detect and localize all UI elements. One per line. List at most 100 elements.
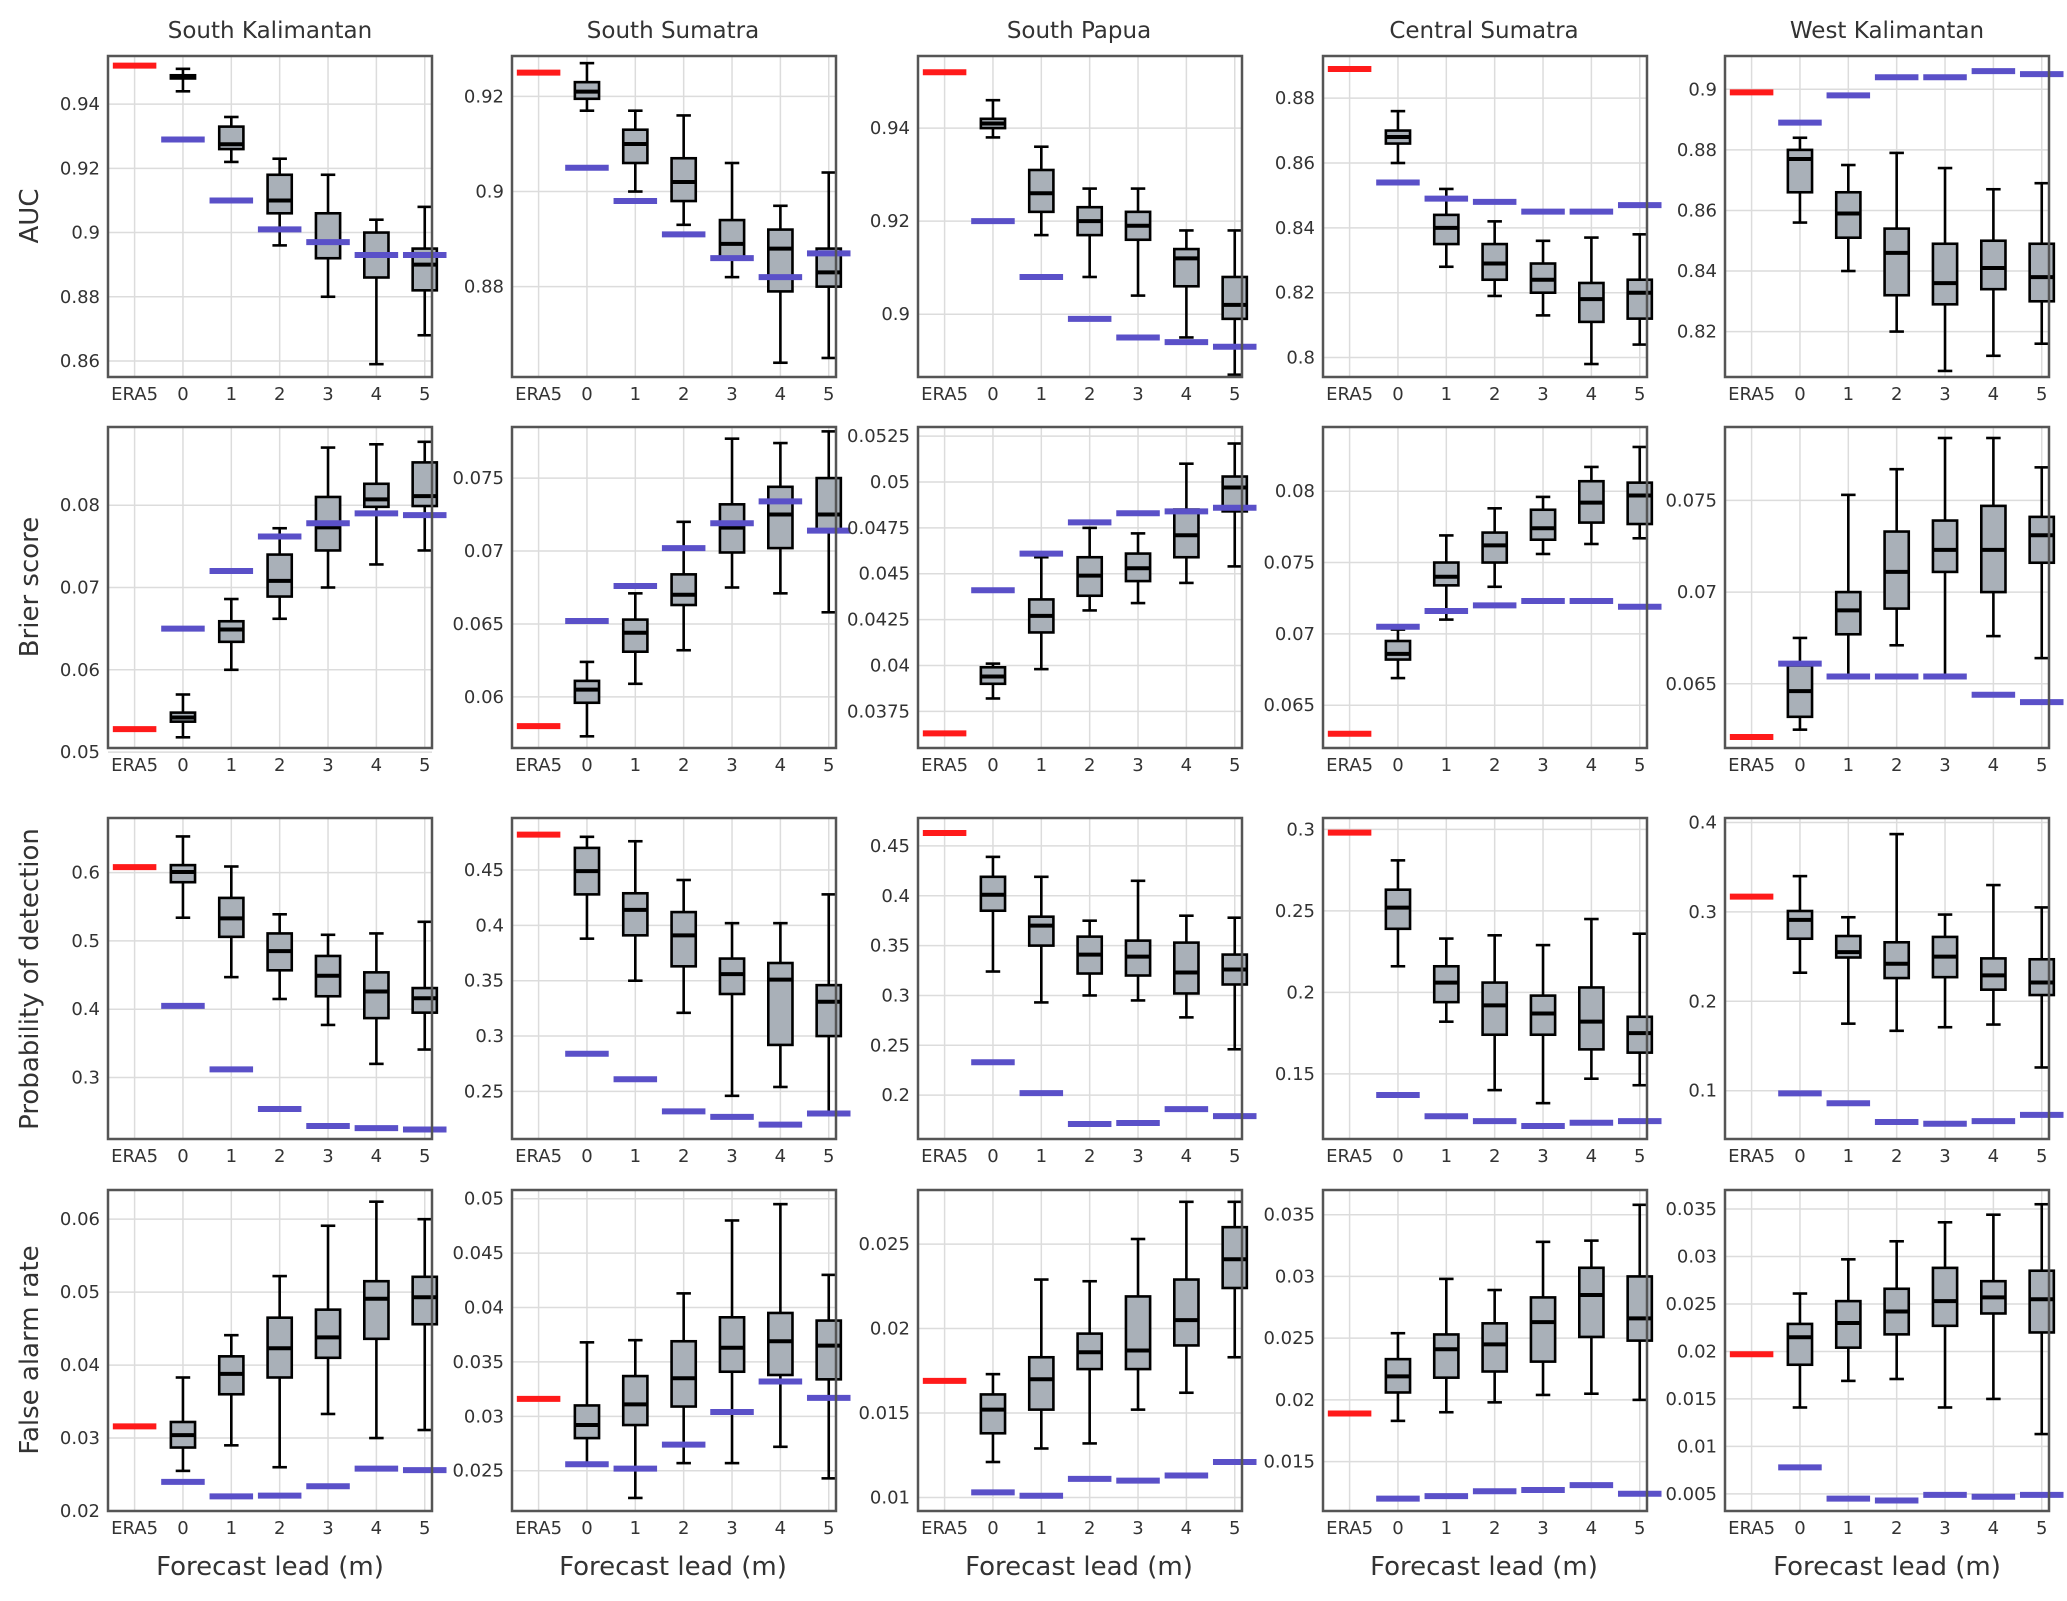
box-lead-2	[1481, 934, 1509, 1092]
y-tick-label: 0.92	[464, 86, 504, 107]
x-tick-label: 5	[823, 1518, 834, 1539]
x-tick-label: 1	[630, 1518, 641, 1539]
box-lead-2	[1883, 832, 1911, 1033]
x-tick-label: ERA5	[921, 1518, 968, 1539]
x-tick-label: 0	[1392, 755, 1403, 776]
box-lead-1	[217, 1333, 245, 1447]
y-tick-label: 0.01	[870, 1487, 910, 1508]
iqr-box	[621, 618, 649, 653]
x-tick-label: 4	[1181, 384, 1192, 405]
box-lead-0	[1786, 136, 1814, 224]
column-title: Central Sumatra	[1389, 18, 1578, 44]
x-tick-label: 3	[1939, 1146, 1950, 1167]
x-tick-label: 3	[322, 1146, 333, 1167]
iqr-box	[314, 211, 342, 260]
x-tick-label: 1	[226, 755, 237, 776]
y-tick-label: 0.065	[452, 614, 504, 635]
box-lead-1	[1834, 1258, 1862, 1383]
panel-0-3: 0.8 0.82 0.84 0.86 0.88 ERA5 0 1 2 3 4 5	[1275, 54, 1662, 405]
x-tick-label: 3	[1132, 1146, 1143, 1167]
box-lead-1	[621, 839, 649, 983]
x-tick-label: 3	[1537, 1518, 1548, 1539]
box-lead-1	[1027, 145, 1055, 237]
x-tick-label: 0	[987, 1146, 998, 1167]
panel-2-2: 0.2 0.25 0.3 0.35 0.4 0.45 ERA5 0 1 2 3 4 5	[870, 816, 1257, 1167]
y-tick-label: 0.3	[475, 1026, 504, 1047]
x-tick-label: 2	[678, 384, 689, 405]
box-lead-4	[1172, 462, 1200, 585]
iqr-box	[1432, 1333, 1460, 1379]
row-label: AUC	[15, 189, 45, 244]
x-tick-label: 1	[226, 384, 237, 405]
y-tick-label: 0.07	[60, 578, 100, 599]
box-lead-3	[1931, 436, 1959, 678]
box-lead-4	[1979, 1213, 2007, 1401]
x-tick-label: 5	[1229, 384, 1240, 405]
plot-frame	[1723, 1188, 2051, 1513]
y-tick-label: 0.075	[1665, 490, 1717, 511]
y-tick-label: 0.86	[60, 351, 100, 372]
box-lead-2	[670, 520, 698, 652]
box-lead-3	[1931, 913, 1959, 1029]
x-tick-label: ERA5	[111, 1146, 158, 1167]
plot-frame	[106, 1188, 434, 1513]
y-tick-label: 0.92	[870, 211, 910, 232]
box-lead-2	[670, 114, 698, 227]
box-lead-0	[1786, 636, 1814, 731]
box-lead-3	[1124, 532, 1152, 605]
box-lead-3	[718, 1219, 746, 1465]
x-tick-label: 4	[371, 1518, 382, 1539]
x-tick-label: 2	[274, 1518, 285, 1539]
x-tick-label: 4	[775, 1518, 786, 1539]
y-tick-label: 0.06	[60, 660, 100, 681]
box-lead-2	[1076, 919, 1104, 997]
y-tick-label: 0.065	[1263, 695, 1315, 716]
y-tick-label: 0.94	[870, 118, 910, 139]
x-tick-label: 1	[1441, 1518, 1452, 1539]
box-lead-2	[266, 1274, 294, 1469]
box-lead-2	[1481, 220, 1509, 298]
iqr-box	[1027, 168, 1055, 214]
x-tick-label: 5	[1634, 1518, 1645, 1539]
x-tick-label: 0	[177, 1518, 188, 1539]
iqr-box	[670, 910, 698, 968]
iqr-box	[1529, 508, 1557, 542]
y-tick-label: 0.84	[1275, 218, 1315, 239]
iqr-box	[1172, 247, 1200, 288]
y-tick-label: 0.06	[464, 687, 504, 708]
box-lead-3	[1529, 495, 1557, 556]
box-lead-2	[670, 1292, 698, 1465]
iqr-box	[718, 218, 746, 260]
x-tick-label: ERA5	[1728, 1518, 1775, 1539]
y-tick-label: 0.8	[1286, 348, 1315, 369]
plot-frame	[510, 425, 838, 750]
iqr-box	[1577, 986, 1605, 1051]
y-tick-label: 0.005	[1665, 1484, 1717, 1505]
x-tick-label: 4	[1586, 384, 1597, 405]
box-lead-0	[169, 67, 197, 93]
column-title: West Kalimantan	[1790, 18, 1984, 44]
box-lead-0	[1786, 874, 1814, 974]
iqr-box	[979, 1393, 1007, 1435]
iqr-box	[1529, 1296, 1557, 1363]
y-tick-label: 0.025	[452, 1461, 504, 1482]
panel-2-0: 0.3 0.4 0.5 0.6 ERA5 0 1 2 3 4 5	[71, 816, 447, 1167]
x-tick-label: 3	[726, 755, 737, 776]
y-tick-label: 0.88	[464, 277, 504, 298]
x-tick-label: 4	[371, 1146, 382, 1167]
box-lead-1	[1432, 1277, 1460, 1414]
x-tick-label: 2	[274, 1146, 285, 1167]
plot-frame	[510, 1188, 838, 1513]
iqr-box	[718, 1316, 746, 1374]
box-lead-2	[1076, 187, 1104, 279]
iqr-box	[766, 1311, 794, 1377]
box-lead-0	[1384, 628, 1412, 680]
iqr-box	[1834, 934, 1862, 959]
panel-1-2: 0.0375 0.04 0.0425 0.045 0.0475 0.05 0.0525 ERA…	[847, 425, 1257, 776]
y-tick-label: 0.4	[881, 886, 910, 907]
y-tick-label: 0.06	[60, 1209, 100, 1230]
x-tick-label: 4	[371, 384, 382, 405]
box-lead-3	[1124, 879, 1152, 1002]
column-title: South Papua	[1007, 18, 1151, 44]
